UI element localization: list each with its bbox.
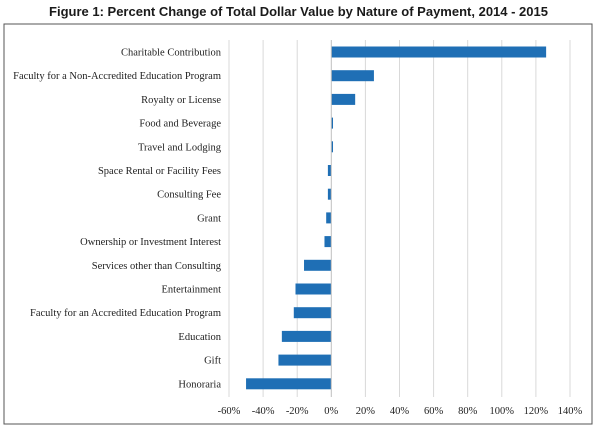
x-tick-label: 60%	[424, 406, 444, 417]
x-tick-labels: -60% -40% -20% 0% 20% 40% 60% 80% 100% 120% 140%	[218, 406, 583, 417]
bar	[281, 330, 332, 342]
category-label: Food and Beverage	[139, 119, 221, 130]
category-label: Faculty for an Accredited Education Prog…	[30, 308, 221, 319]
bar	[331, 117, 334, 129]
category-label: Royalty or License	[141, 95, 221, 106]
bar	[293, 307, 332, 319]
bar	[246, 378, 332, 390]
bar	[331, 141, 334, 153]
category-label: Ownership or Investment Interest	[80, 237, 221, 248]
bar	[331, 93, 356, 105]
bar	[327, 165, 332, 176]
bar	[327, 188, 332, 200]
bar	[331, 46, 547, 58]
x-tick-label: 20%	[356, 406, 376, 417]
x-tick-label: -60%	[218, 406, 241, 417]
category-label: Education	[178, 332, 221, 343]
category-label: Honoraria	[178, 379, 221, 390]
category-label: Space Rental or Facility Fees	[98, 166, 221, 177]
category-label: Gift	[204, 356, 221, 367]
category-label: Consulting Fee	[157, 190, 221, 201]
x-tick-label: 140%	[558, 406, 583, 417]
x-tick-label: -40%	[252, 406, 275, 417]
bar	[295, 283, 332, 295]
x-tick-label: -20%	[286, 406, 309, 417]
gridlines	[228, 40, 571, 397]
category-labels: Charitable Contribution Faculty for a Non…	[13, 48, 222, 391]
bar	[304, 259, 332, 271]
category-label: Grant	[197, 213, 221, 224]
category-label: Travel and Lodging	[138, 142, 222, 153]
x-tick-label: 120%	[524, 406, 549, 417]
chart-frame	[3, 23, 593, 425]
bars	[246, 46, 547, 390]
bar	[326, 212, 332, 224]
category-label: Entertainment	[162, 285, 222, 296]
x-tick-label: 0%	[324, 406, 338, 417]
x-tick-label: 100%	[490, 406, 515, 417]
chart-title: Figure 1: Percent Change of Total Dollar…	[49, 4, 548, 19]
category-label: Faculty for a Non-Accredited Education P…	[13, 71, 221, 82]
x-tick-label: 40%	[390, 406, 410, 417]
category-label: Services other than Consulting	[92, 261, 222, 272]
bar	[324, 236, 332, 248]
x-tick-label: 80%	[458, 406, 478, 417]
bar	[331, 70, 374, 82]
category-label: Charitable Contribution	[121, 48, 222, 59]
bar	[278, 354, 332, 366]
